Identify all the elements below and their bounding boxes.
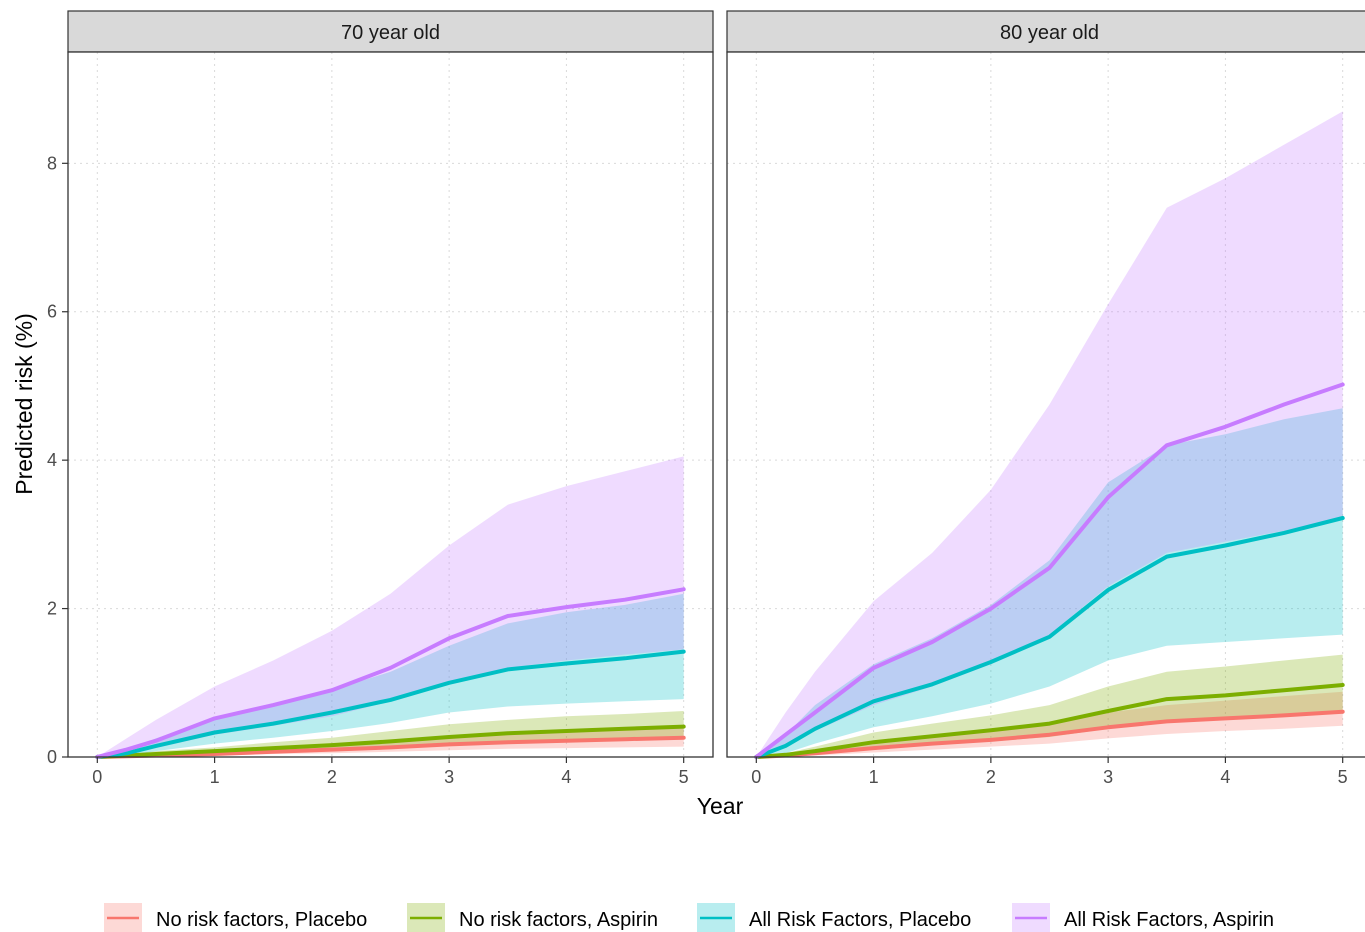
confidence-ribbon: [97, 456, 684, 757]
panel-1: 70 year old 0 1 2 3 4 5 0 2 4 6 8: [47, 10, 714, 787]
confidence-ribbon: [97, 711, 684, 757]
x-tick-label: 4: [561, 767, 571, 787]
confidence-ribbon: [756, 654, 1343, 757]
confidence-ribbon: [756, 111, 1343, 757]
facet-strip: [726, 10, 1365, 53]
legend: No risk factors, Placebo No risk factors,…: [104, 903, 1274, 932]
panel-2: 80 year old 0 1 2 3 4 5: [726, 10, 1365, 787]
x-tick-label: 2: [986, 767, 996, 787]
x-tick-label: 5: [679, 767, 689, 787]
legend-item: All Risk Factors, Aspirin: [1012, 903, 1274, 932]
legend-label: No risk factors, Aspirin: [459, 909, 658, 931]
facet-strip: [67, 10, 714, 53]
series-line: [754, 683, 1345, 759]
legend-item: No risk factors, Placebo: [104, 903, 367, 932]
series-line: [95, 649, 686, 759]
confidence-ribbon: [756, 408, 1343, 757]
plot-background: [68, 52, 713, 757]
y-tick-label: 0: [47, 747, 57, 767]
x-tick-label: 2: [327, 767, 337, 787]
x-tick-label: 0: [751, 767, 761, 787]
legend-item: All Risk Factors, Placebo: [697, 903, 971, 932]
x-tick-label: 3: [1103, 767, 1113, 787]
x-tick-label: 4: [1220, 767, 1230, 787]
y-tick-label: 6: [47, 302, 57, 322]
y-tick-label: 4: [47, 450, 57, 470]
series-line: [95, 587, 686, 759]
x-tick-label: 1: [869, 767, 879, 787]
series-line: [754, 382, 1345, 759]
legend-item: No risk factors, Aspirin: [407, 903, 658, 932]
series-line: [95, 724, 686, 759]
facet-title: 70 year old: [341, 22, 440, 44]
x-tick-label: 5: [1338, 767, 1348, 787]
x-axis-title: Year: [697, 793, 744, 819]
panel-border: [67, 51, 714, 758]
x-tick-label: 3: [444, 767, 454, 787]
facet-title: 80 year old: [1000, 22, 1099, 44]
y-tick-label: 8: [47, 153, 57, 173]
series-line: [754, 516, 1345, 759]
legend-label: All Risk Factors, Aspirin: [1064, 909, 1274, 931]
y-tick-label: 2: [47, 599, 57, 619]
panel-border: [726, 51, 1365, 758]
legend-label: All Risk Factors, Placebo: [749, 909, 971, 931]
legend-label: No risk factors, Placebo: [156, 909, 367, 931]
x-tick-label: 0: [92, 767, 102, 787]
y-axis-title: Predicted risk (%): [11, 313, 37, 494]
confidence-ribbon: [97, 593, 684, 757]
x-tick-label: 1: [210, 767, 220, 787]
